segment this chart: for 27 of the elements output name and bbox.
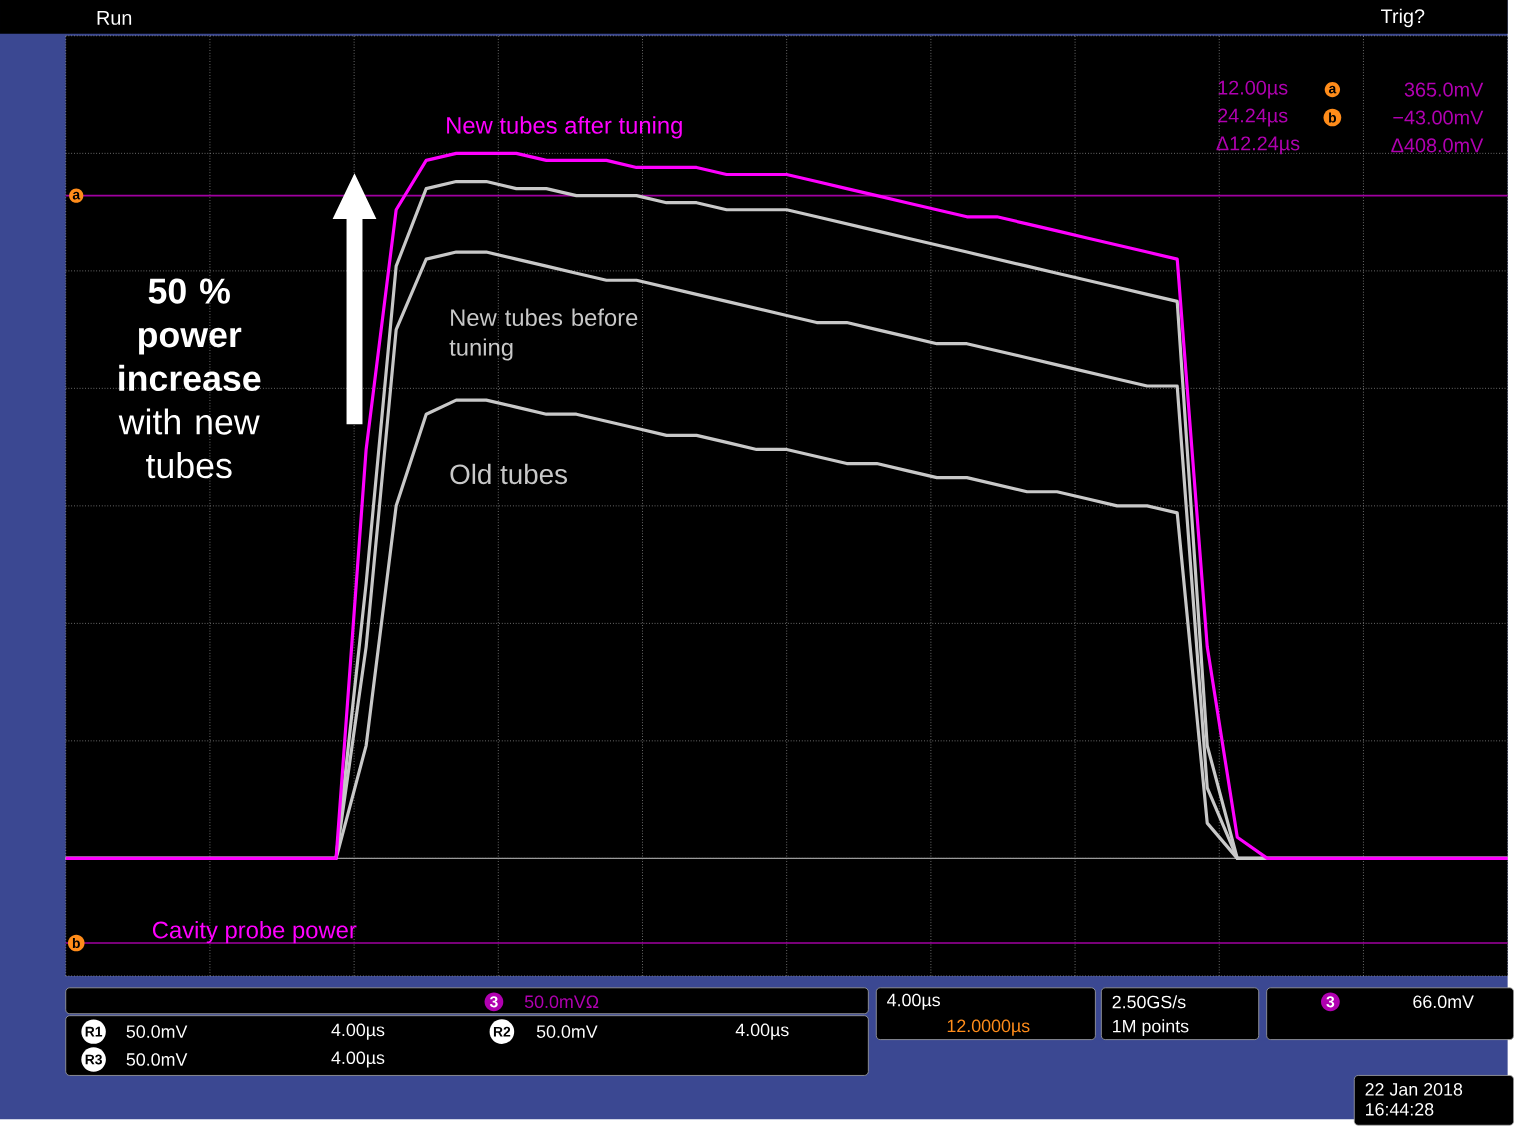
text: 50.0mV	[126, 1025, 188, 1039]
text: Trig?	[1381, 8, 1425, 28]
annotation: Δ12.24µs	[1216, 136, 1300, 155]
text: 4.00µs	[887, 993, 940, 1011]
text: 365.0mV	[1404, 82, 1484, 97]
text: 50.0mVΩ	[524, 995, 599, 1009]
text: 2.50GS/s	[1112, 995, 1186, 1009]
text: −43.00mV	[1393, 110, 1484, 125]
text: 66.0mV	[1413, 995, 1474, 1009]
text: 24.24µs	[1218, 108, 1288, 127]
text: 4.00µs	[331, 1051, 385, 1068]
annotation: 50 % power increase with new tubes	[118, 278, 261, 479]
text: 22 Jan 2018	[1365, 1083, 1463, 1096]
text: 4.00µs	[331, 1023, 385, 1040]
text: 4.00µs	[735, 1023, 789, 1040]
series-label: New tubes after tuning	[447, 116, 682, 139]
text: 50.0mV	[536, 1025, 598, 1039]
text: 50.0mV	[126, 1053, 188, 1067]
text: 1M points	[1113, 1019, 1189, 1037]
text: Run	[97, 11, 132, 26]
text: 12.0000µs	[947, 1019, 1030, 1036]
text: Δ408.0mV	[1391, 138, 1484, 153]
text: Cavity probe power	[152, 921, 357, 944]
series-label: New tubes before tuning	[449, 308, 638, 361]
text: 16:44:28	[1366, 1103, 1434, 1116]
series-label: Old tubes	[450, 463, 568, 485]
text: 12.00µs	[1218, 80, 1288, 99]
